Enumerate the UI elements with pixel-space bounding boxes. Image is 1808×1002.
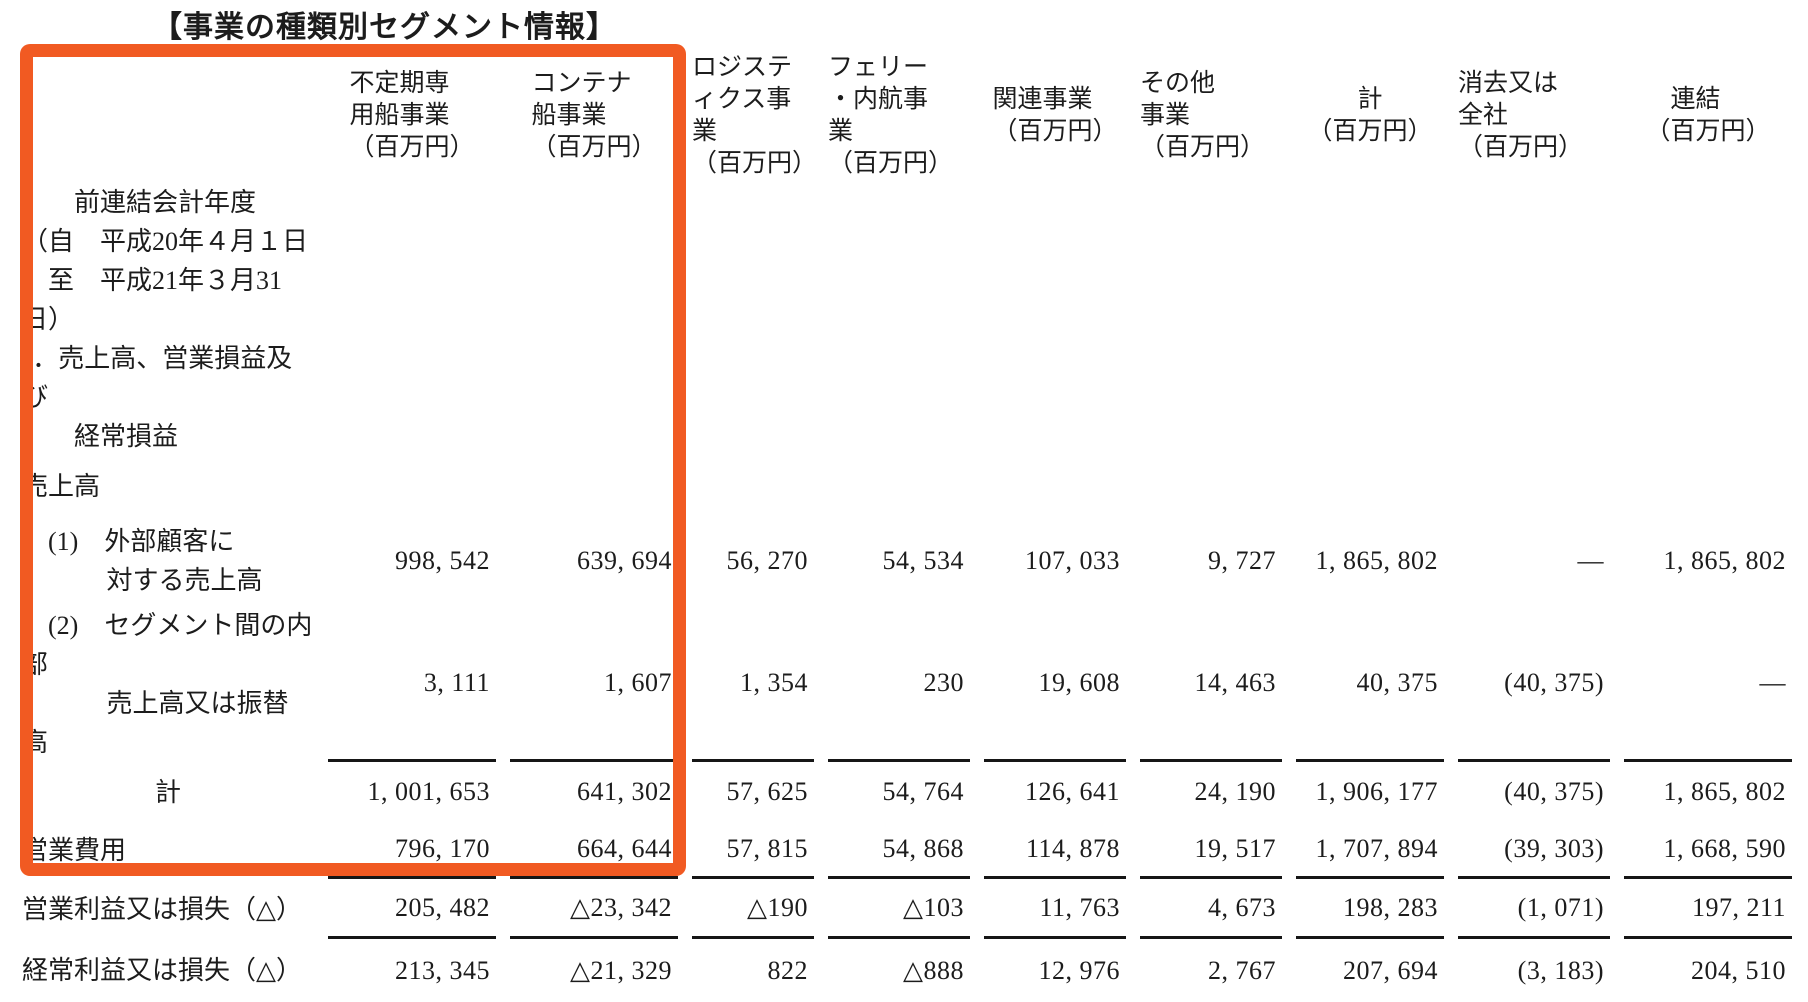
- row-label: (2) セグメント間の内部 売上高又は振替高: [22, 611, 313, 757]
- cell-value: 11, 763: [984, 879, 1126, 939]
- cell-value: 1, 865, 802: [1663, 546, 1786, 575]
- cell-value: 57, 815: [692, 822, 814, 879]
- cell-value: 639, 694: [577, 546, 672, 575]
- cell-value: (40, 375): [1504, 777, 1604, 806]
- column-header-related-business: 関連事業 （百万円）: [992, 85, 1118, 145]
- table-row-sales-total: 計 1, 001, 653 641, 302 57, 625 54, 764 1…: [22, 762, 1792, 822]
- row-label: (1) 外部顧客に 対する売上高: [48, 527, 263, 595]
- cell-value: △888: [903, 955, 964, 985]
- table-row-operating-income-loss: 営業利益又は損失（△） 205, 482 △23, 342 △190 △103 …: [22, 879, 1792, 939]
- cell-value: 1, 607: [510, 606, 678, 762]
- cell-value: 126, 641: [1025, 777, 1120, 806]
- cell-value: 204, 510: [1691, 955, 1786, 985]
- row-label: 計: [154, 777, 181, 807]
- cell-value: 19, 517: [1140, 822, 1282, 879]
- cell-value: 114, 878: [984, 822, 1126, 879]
- fiscal-period-row: 前連結会計年度 （自 平成20年４月１日 至 平成21年３月31日）: [22, 183, 1792, 339]
- section-heading-row: Ⅰ．売上高、営業損益及び 経常損益: [22, 339, 1792, 456]
- cell-value: 207, 694: [1343, 955, 1438, 985]
- cell-value: 230: [828, 606, 970, 762]
- cell-value: 664, 644: [510, 822, 678, 879]
- cell-value: (39, 303): [1458, 822, 1610, 879]
- cell-value: △190: [692, 879, 814, 939]
- cell-value: ―: [1624, 606, 1792, 762]
- cell-value: 57, 625: [726, 777, 808, 806]
- cell-value: 4, 673: [1140, 879, 1282, 939]
- column-header-logistics: ロジステ ィクス事 業 （百万円）: [692, 53, 818, 177]
- cell-value: (3, 183): [1517, 955, 1604, 985]
- cell-value: 12, 976: [1038, 955, 1120, 985]
- document-title: 【事業の種類別セグメント情報】: [152, 11, 617, 44]
- cell-value: 1, 354: [692, 606, 814, 762]
- row-label: 営業利益又は損失（△）: [22, 894, 302, 924]
- cell-value: △21, 329: [570, 955, 672, 985]
- segment-info-table: 不定期専 用船事業 （百万円） コンテナ 船事業 （百万円） ロジステ ィクス事…: [8, 48, 1806, 1002]
- cell-value: 2, 767: [1208, 955, 1276, 985]
- cell-value: 205, 482: [328, 879, 496, 939]
- column-header-ferry-domestic: フェリー ・内航事 業 （百万円）: [828, 53, 954, 177]
- table-row-ordinary-income-loss: 経常利益又は損失（△） 213, 345 △21, 329 822 △888 1…: [22, 939, 1792, 1002]
- cell-value: 3, 111: [328, 606, 496, 762]
- cell-value: 1, 707, 894: [1296, 822, 1444, 879]
- column-header-total: 計 （百万円）: [1307, 85, 1433, 145]
- section-heading-label: Ⅰ．売上高、営業損益及び 経常損益: [22, 344, 293, 451]
- cell-value: 54, 764: [882, 777, 964, 806]
- cell-value: 1, 865, 802: [1663, 777, 1786, 806]
- cell-value: 822: [767, 955, 808, 985]
- cell-value: 107, 033: [1025, 546, 1120, 575]
- column-header-other-business: その他 事業 （百万円）: [1140, 69, 1266, 161]
- column-header-elimination-corporate: 消去又は 全社 （百万円）: [1458, 69, 1584, 161]
- cell-value: 641, 302: [577, 777, 672, 806]
- row-label: 営業費用: [22, 836, 127, 865]
- cell-value: △23, 342: [510, 879, 678, 939]
- table-row-external-sales: (1) 外部顧客に 対する売上高 998, 542 639, 694 56, 2…: [22, 516, 1792, 606]
- table-row-intersegment-sales: (2) セグメント間の内部 売上高又は振替高 3, 111 1, 607 1, …: [22, 606, 1792, 762]
- cell-value: 19, 608: [984, 606, 1126, 762]
- sales-group-row: 売上高: [22, 456, 1792, 516]
- table-header-row: 不定期専 用船事業 （百万円） コンテナ 船事業 （百万円） ロジステ ィクス事…: [22, 48, 1792, 183]
- cell-value: 24, 190: [1194, 777, 1276, 806]
- cell-value: (1, 071): [1458, 879, 1610, 939]
- cell-value: 796, 170: [328, 822, 496, 879]
- empty-cells: [328, 339, 1792, 456]
- fiscal-period-label: 前連結会計年度 （自 平成20年４月１日 至 平成21年３月31日）: [22, 188, 309, 334]
- cell-value: 1, 865, 802: [1315, 546, 1438, 575]
- cell-value: 1, 668, 590: [1624, 822, 1792, 879]
- sales-group-label: 売上高: [22, 471, 101, 501]
- cell-value: 54, 534: [882, 546, 964, 575]
- cell-value: 14, 463: [1140, 606, 1282, 762]
- row-label: 経常利益又は損失（△）: [22, 956, 302, 985]
- cell-value: 998, 542: [395, 546, 490, 575]
- table-row-operating-expenses: 営業費用 796, 170 664, 644 57, 815 54, 868 1…: [22, 822, 1792, 879]
- empty-cells: [328, 183, 1792, 339]
- cell-value: (40, 375): [1458, 606, 1610, 762]
- column-header-consolidated: 連結 （百万円）: [1645, 85, 1771, 145]
- cell-value: 54, 868: [828, 822, 970, 879]
- cell-value: 197, 211: [1624, 879, 1792, 939]
- empty-cells: [328, 456, 1792, 516]
- header-spacer: [22, 48, 314, 183]
- cell-value: 1, 001, 653: [367, 777, 490, 806]
- column-header-container-shipping: コンテナ 船事業 （百万円）: [531, 69, 657, 161]
- cell-value: ―: [1577, 546, 1604, 575]
- cell-value: 40, 375: [1296, 606, 1444, 762]
- cell-value: 1, 906, 177: [1315, 777, 1438, 806]
- cell-value: 9, 727: [1208, 546, 1276, 575]
- cell-value: 198, 283: [1296, 879, 1444, 939]
- cell-value: 213, 345: [395, 955, 490, 985]
- cell-value: △103: [828, 879, 970, 939]
- column-header-tramper-shipping: 不定期専 用船事業 （百万円）: [349, 69, 475, 161]
- cell-value: 56, 270: [726, 546, 808, 575]
